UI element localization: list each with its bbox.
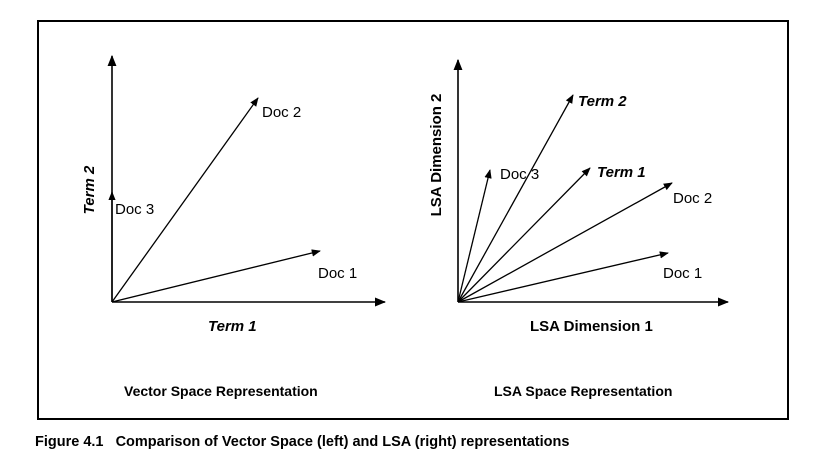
left-label-doc2: Doc 2 bbox=[262, 104, 301, 121]
left-label-doc3: Doc 3 bbox=[115, 201, 154, 218]
right-label-doc2: Doc 2 bbox=[673, 190, 712, 207]
figure-frame bbox=[37, 20, 789, 420]
right-vector-doc2 bbox=[457, 182, 673, 303]
right-label-doc1: Doc 1 bbox=[663, 265, 702, 282]
left-diagram: Doc 2 Doc 3 Doc 1 Term 1 Term 2 Vector S… bbox=[81, 54, 387, 399]
left-vector-doc1 bbox=[111, 249, 321, 303]
right-label-term1: Term 1 bbox=[597, 164, 646, 181]
right-diagram: Term 2 Doc 3 Term 1 Doc 2 Doc 1 LSA Dime… bbox=[428, 58, 730, 399]
left-x-axis-label: Term 1 bbox=[208, 318, 257, 335]
right-label-doc3: Doc 3 bbox=[500, 166, 539, 183]
right-x-axis-label: LSA Dimension 1 bbox=[530, 318, 653, 335]
left-y-axis-label: Term 2 bbox=[81, 165, 98, 214]
right-vector-term1 bbox=[457, 167, 591, 303]
right-y-axis-label: LSA Dimension 2 bbox=[428, 94, 445, 217]
figure-caption: Figure 4.1 Comparison of Vector Space (l… bbox=[35, 434, 570, 450]
right-panel-title: LSA Space Representation bbox=[494, 383, 672, 399]
right-label-term2: Term 2 bbox=[578, 93, 627, 110]
right-vector-doc1 bbox=[457, 251, 669, 303]
right-vector-doc3 bbox=[457, 169, 492, 303]
right-vector-term2 bbox=[457, 94, 574, 303]
left-vector-doc2 bbox=[111, 97, 259, 303]
left-label-doc1: Doc 1 bbox=[318, 265, 357, 282]
left-panel-title: Vector Space Representation bbox=[124, 383, 318, 399]
